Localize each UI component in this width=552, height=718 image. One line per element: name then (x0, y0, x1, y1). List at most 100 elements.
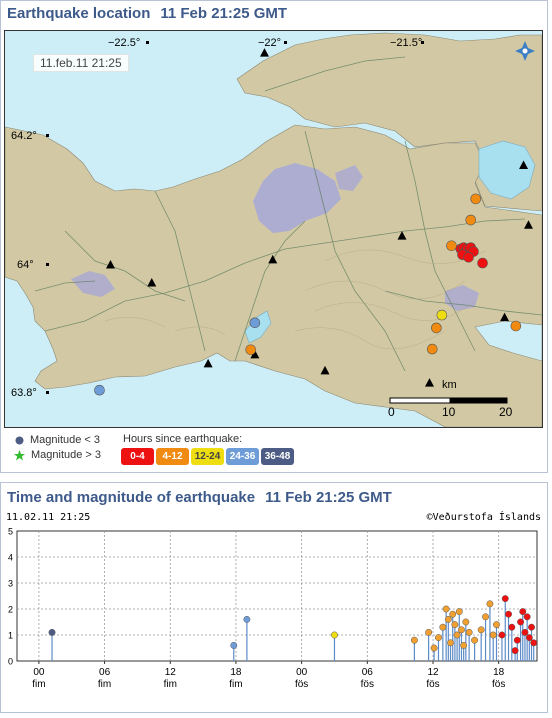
x-tick-hour: 00 (33, 667, 45, 678)
y-tick-label: 1 (8, 631, 13, 641)
plot-area (16, 530, 538, 662)
x-tick-day: fim (164, 679, 177, 690)
quake-marker (465, 214, 477, 226)
map-timestamp: 11.feb.11 21:25 (33, 54, 129, 72)
quake-marker (446, 240, 457, 252)
y-tick-label: 0 (8, 657, 13, 667)
hours-bin-24-36: 24-36 (226, 448, 259, 465)
quake-point (453, 631, 461, 639)
x-tick-hour: 06 (362, 667, 374, 678)
quake-point (425, 628, 433, 636)
quake-point (462, 618, 470, 626)
y-tick-label: 4 (8, 553, 13, 563)
scale-bar-white (389, 397, 451, 404)
lava-field-heidmork (253, 163, 341, 233)
quake-point (48, 628, 56, 636)
x-tick-day: fös (426, 679, 439, 690)
quake-point (465, 628, 473, 636)
legend-star-icon (14, 449, 25, 461)
quake-point (501, 595, 509, 603)
chart-title-text: Time and magnitude of earthquake (7, 489, 256, 506)
quake-point (430, 644, 438, 652)
x-tick-hour: 00 (296, 667, 308, 678)
station-marker (260, 48, 269, 57)
quake-point (410, 636, 418, 644)
quake-point (243, 615, 251, 623)
x-tick-day: fös (361, 679, 374, 690)
quake-point (230, 641, 238, 649)
hours-bin-0-4: 0-4 (121, 448, 154, 465)
quake-marker (463, 251, 474, 263)
land-main (5, 124, 542, 427)
legend-small-label: Magnitude < 3 (30, 434, 101, 446)
quake-point (489, 631, 497, 639)
map-svg (5, 32, 542, 427)
x-tick-day: fös (295, 679, 308, 690)
scale-bar (389, 397, 508, 404)
map-title: Earthquake location 11 Feb 21:25 GMT (7, 5, 287, 22)
station-marker (425, 378, 434, 387)
x-tick-hour: 18 (230, 667, 242, 678)
station-marker (147, 277, 157, 287)
y-tick-label: 2 (8, 605, 13, 615)
x-tick-hour: 12 (165, 667, 177, 678)
magnitude-chart: 01234500fim06fim12fim18fim00fös06fös12fö… (8, 527, 538, 690)
quake-point (439, 623, 447, 631)
quake-marker (431, 322, 442, 334)
quake-point (528, 623, 535, 631)
station-marker (500, 312, 510, 322)
station-marker (524, 220, 533, 229)
quake-point (435, 634, 442, 642)
chart-timestamp: 11.02.11 21:25 (6, 512, 91, 523)
quake-marker (470, 193, 482, 205)
quake-marker (477, 257, 488, 269)
hours-bin-4-12: 4-12 (156, 448, 189, 465)
lava-field-west (71, 271, 115, 297)
quake-point (513, 636, 521, 644)
quake-point (493, 621, 500, 629)
grid-ticks (46, 41, 424, 394)
chart-credit: ©Veðurstofa Íslands (426, 512, 541, 523)
lat-label-64: 64° (17, 259, 34, 271)
quake-point (447, 639, 454, 647)
quake-marker (249, 317, 261, 329)
legend-large: Magnitude > 3 (14, 449, 101, 461)
scale-bar-black (449, 397, 508, 404)
quake-point (511, 647, 519, 655)
x-tick-hour: 12 (427, 667, 439, 678)
quake-marker (426, 343, 438, 355)
hours-bin-36-48: 36-48 (261, 448, 294, 465)
quake-point (455, 608, 463, 616)
tick-lon-225 (146, 41, 149, 44)
quakes-layer (94, 193, 522, 396)
lat-label-638: 63.8° (11, 387, 37, 399)
quake-point (519, 608, 527, 616)
lon-label-215: −21.5° (390, 37, 423, 49)
land-north-peninsula (236, 32, 542, 212)
lake-thingvallavatn (478, 140, 536, 200)
station-marker (519, 160, 529, 169)
contour-lines (104, 249, 486, 350)
quake-marker (510, 320, 522, 332)
tick-lon-215 (421, 41, 424, 44)
legend-large-label: Magnitude > 3 (31, 449, 102, 461)
quake-point (530, 639, 538, 647)
quake-point (521, 628, 529, 636)
tick-lon-22 (284, 41, 287, 44)
tick-lat-638 (46, 391, 49, 394)
lat-label-642: 64.2° (11, 130, 37, 142)
quake-point (498, 631, 506, 639)
map-panel: Earthquake location 11 Feb 21:25 GMT (0, 0, 548, 473)
chart-title-time: 11 Feb 21:25 GMT (265, 489, 392, 506)
quake-point (331, 631, 338, 639)
quake-point (451, 621, 459, 629)
station-marker (106, 260, 115, 269)
quake-point (471, 636, 479, 644)
station-marker (250, 349, 260, 359)
quake-point (505, 610, 512, 618)
y-tick-label: 5 (8, 527, 13, 537)
quake-point (449, 610, 457, 618)
map-title-time: 11 Feb 21:25 GMT (160, 5, 288, 22)
quake-point (444, 615, 452, 623)
earthquake-map[interactable]: 11.feb.11 21:25 −22.5° −22° −21.5° 64.2°… (4, 30, 543, 428)
